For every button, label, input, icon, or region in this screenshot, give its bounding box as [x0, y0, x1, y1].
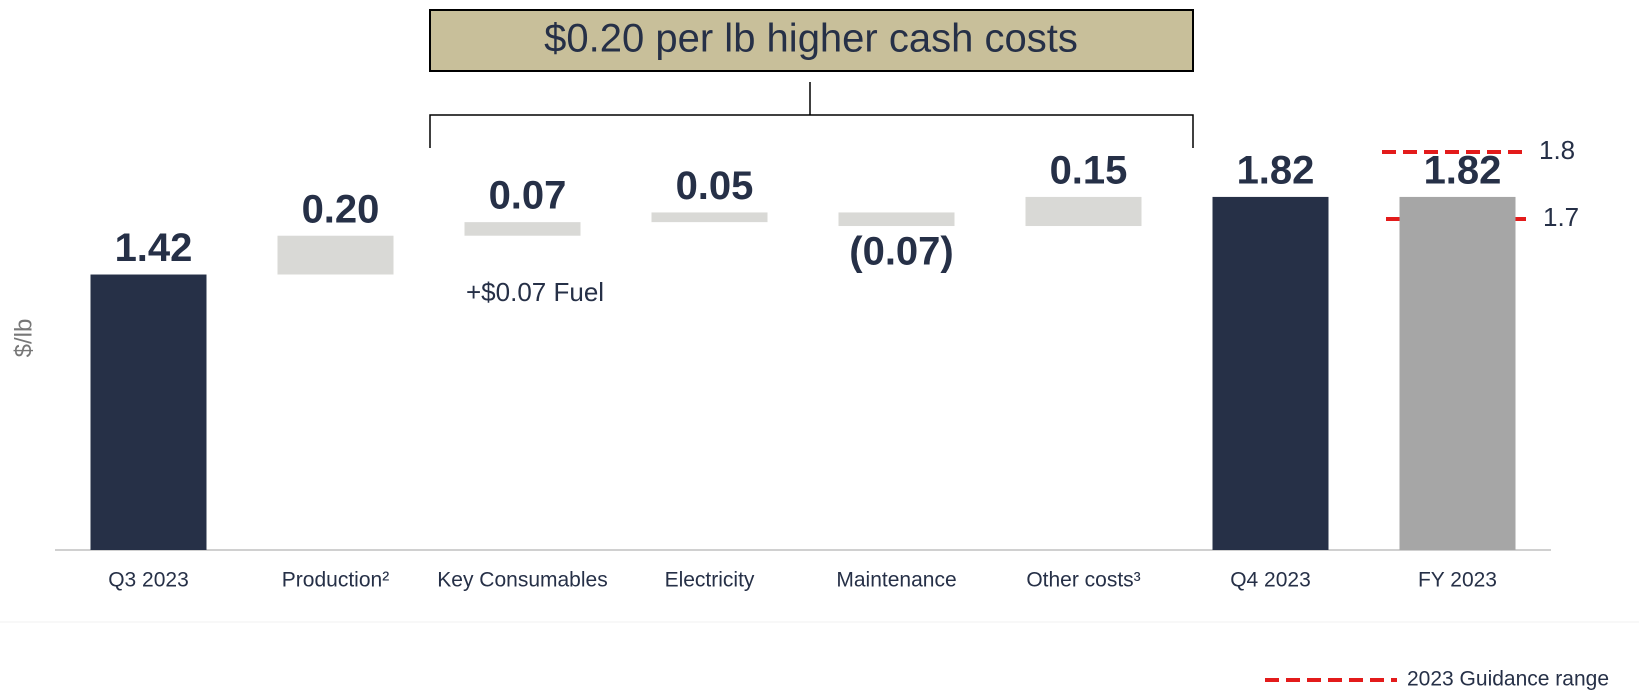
- bracket: [429, 82, 1194, 148]
- bar: [464, 222, 581, 236]
- x-tick-label: Other costs³: [1026, 569, 1140, 592]
- data-label: 1.82: [1237, 148, 1315, 192]
- title-box: [429, 9, 1194, 72]
- data-label: 0.05: [676, 164, 754, 208]
- bar: [651, 212, 768, 223]
- data-label: (0.07): [849, 230, 954, 274]
- x-tick-label: Key Consumables: [437, 569, 607, 592]
- x-tick-label: FY 2023: [1418, 569, 1497, 592]
- guidance-label: 1.8: [1539, 135, 1575, 165]
- bar: [277, 235, 394, 275]
- x-tick-label: Electricity: [665, 569, 755, 592]
- data-label: 0.15: [1050, 148, 1128, 192]
- chart-title: $0.20 per lb higher cash costs: [544, 17, 1078, 61]
- bar: [1399, 196, 1516, 551]
- bar: [1025, 196, 1142, 227]
- y-axis-label: $/lb: [10, 319, 37, 358]
- bar: [838, 212, 955, 227]
- x-tick-label: Q3 2023: [108, 569, 189, 592]
- x-tick-label: Production²: [282, 569, 389, 592]
- bar: [90, 274, 207, 550]
- bar: [1212, 196, 1329, 551]
- x-tick-label: Q4 2023: [1230, 569, 1311, 592]
- data-label: 0.07: [489, 174, 567, 218]
- legend-label: 2023 Guidance range: [1407, 668, 1609, 691]
- guidance-label: 1.7: [1543, 202, 1579, 232]
- data-label: 1.42: [115, 226, 193, 270]
- x-tick-label: Maintenance: [836, 569, 956, 592]
- annotation: +$0.07 Fuel: [466, 277, 604, 307]
- data-label: 1.82: [1424, 148, 1502, 192]
- data-label: 0.20: [302, 187, 380, 231]
